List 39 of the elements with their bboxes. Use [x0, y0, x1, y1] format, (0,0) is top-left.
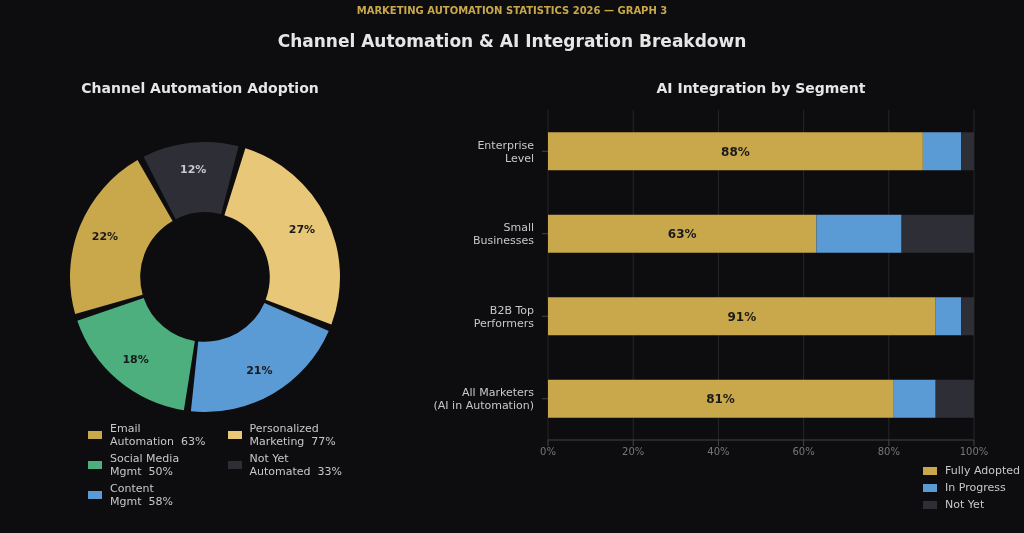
- bar: [922, 132, 962, 171]
- y-tick-label: All Marketers (AI in Automation): [433, 385, 535, 412]
- legend-label: Content Mgmt 58%: [110, 482, 173, 508]
- legend-label: Personalized Marketing 77%: [249, 422, 336, 448]
- legend-label: Not Yet: [945, 498, 985, 511]
- data-label: 88%: [721, 144, 750, 159]
- bar: [935, 297, 962, 336]
- bar: [548, 132, 923, 171]
- x-tick-label: 0%: [540, 446, 556, 458]
- y-tick-label: B2B Top Performers: [473, 303, 535, 330]
- data-label: 91%: [727, 309, 757, 324]
- bar: [548, 297, 936, 336]
- data-label: 18%: [122, 353, 149, 367]
- legend-label: In Progress: [945, 481, 1006, 494]
- data-label: 63%: [667, 227, 697, 242]
- data-label: 22%: [91, 229, 119, 243]
- text: MARKETING AUTOMATION STATISTICS 2026 — GRAPH 3: [355, 5, 669, 16]
- legend-label: Fully Adopted: [945, 464, 1020, 477]
- bar: [893, 379, 936, 418]
- bar: [816, 214, 902, 253]
- legend-label: Social Media Mgmt 50%: [110, 452, 180, 478]
- data-label: 27%: [288, 223, 316, 237]
- chart-title: Channel Automation Adoption: [80, 80, 320, 96]
- data-label: 81%: [706, 392, 735, 407]
- y-tick-label: Small Businesses: [472, 220, 535, 247]
- legend-label: Email Automation 63%: [110, 422, 206, 448]
- x-tick-label: 20%: [622, 446, 645, 458]
- x-tick-label: 80%: [877, 446, 900, 458]
- chart-title: AI Integration by Segment: [655, 80, 867, 96]
- data-label: 12%: [179, 163, 207, 177]
- data-label: 21%: [246, 363, 273, 377]
- x-tick-label: 40%: [707, 446, 730, 458]
- x-tick-label: 100%: [959, 446, 989, 458]
- bar: [548, 379, 894, 418]
- text: Channel Automation & AI Integration Breakdown: [276, 31, 748, 51]
- legend-label: Not Yet Automated 33%: [249, 452, 343, 478]
- y-tick-label: Enterprise Level: [477, 138, 535, 165]
- bar: [548, 214, 817, 253]
- x-tick-label: 60%: [792, 446, 815, 458]
